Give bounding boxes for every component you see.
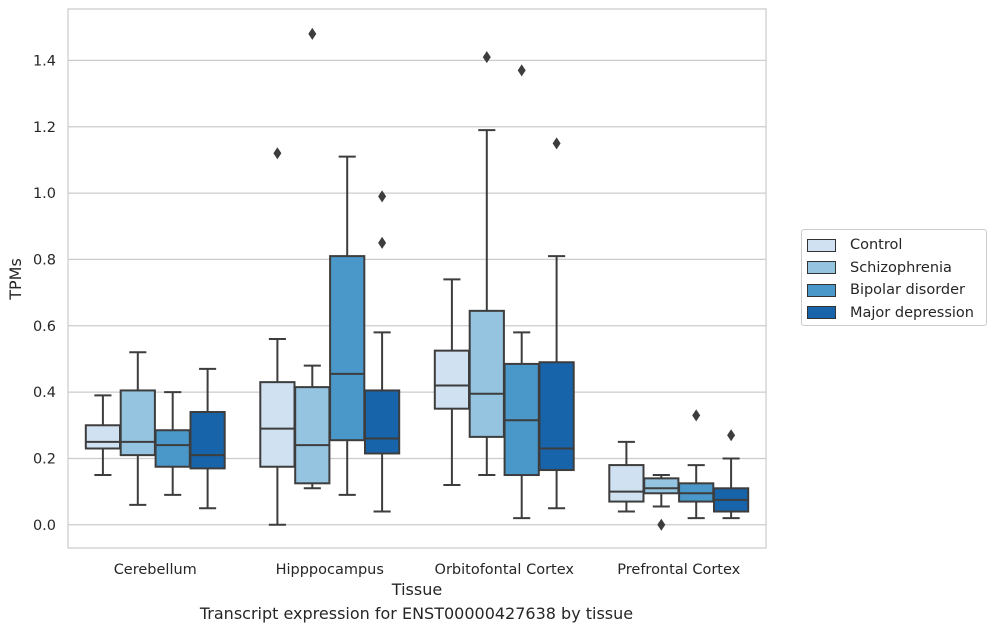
y-tick-label: 1.0: [33, 186, 56, 202]
legend-swatch: [807, 238, 836, 252]
x-axis-label: Tissue: [391, 580, 442, 599]
legend-label: Major depression: [850, 304, 974, 321]
outlier-point: [273, 147, 282, 160]
box-3-0: [608, 440, 645, 513]
legend-swatch: [807, 261, 836, 275]
box-1-2: [329, 155, 366, 496]
box-body: [119, 389, 156, 457]
box-0-1: [119, 351, 156, 506]
box-0-2: [154, 391, 191, 496]
legend-swatch: [807, 283, 836, 297]
box-body: [294, 386, 331, 485]
box-2-2: [503, 64, 540, 520]
box-1-3: [363, 190, 401, 513]
box-body: [468, 309, 505, 438]
box-body: [538, 361, 575, 472]
legend-label: Bipolar disorder: [850, 282, 965, 299]
box-3-1: [643, 474, 680, 531]
legend: Control Schizophrenia Bipolar disorder Majo…: [801, 229, 987, 326]
box-body: [329, 255, 366, 442]
box-1-1: [294, 27, 331, 490]
outlier-point: [692, 409, 701, 422]
box-body: [608, 464, 645, 503]
y-tick-label: 1.2: [33, 120, 56, 136]
y-tick-label: 0.6: [33, 319, 56, 335]
outlier-point: [727, 429, 736, 442]
box-body: [363, 389, 401, 455]
box-2-1: [468, 51, 505, 477]
box-0-0: [84, 394, 122, 477]
legend-swatch: [807, 306, 836, 320]
y-tick-label: 1.4: [33, 53, 56, 69]
legend-item: Bipolar disorder: [807, 279, 986, 302]
outlier-point: [378, 190, 387, 203]
legend-label: Control: [850, 237, 903, 254]
box-body: [259, 381, 296, 468]
box-2-0: [433, 278, 471, 486]
y-tick-label: 0.8: [33, 252, 56, 268]
y-tick-label: 0.0: [33, 518, 56, 534]
x-axis-ticks: Cerebellum Hipppocampus Orbitofontal Corte…: [114, 562, 741, 578]
box-3-3: [712, 429, 750, 520]
x-tick-label: Orbitofontal Cortex: [435, 562, 575, 578]
outlier-point: [482, 51, 491, 64]
chart-caption: Transcript expression for ENST0000042763…: [199, 604, 634, 623]
y-axis-label: TPMs: [6, 258, 25, 301]
box-body: [433, 349, 471, 410]
box-body: [643, 477, 680, 495]
y-tick-label: 0.2: [33, 451, 56, 467]
outlier-point: [657, 518, 666, 531]
plot-frame: [67, 8, 767, 549]
outlier-point: [552, 137, 561, 150]
legend-item: Major depression: [807, 302, 986, 325]
x-tick-label: Prefrontal Cortex: [617, 562, 740, 578]
box-body: [189, 411, 226, 470]
box-0-3: [189, 367, 226, 510]
box-2-3: [538, 137, 575, 510]
y-tick-label: 0.4: [33, 385, 56, 401]
box-3-2: [678, 409, 715, 520]
x-tick-label: Hipppocampus: [276, 562, 384, 578]
outlier-point: [378, 236, 387, 249]
outlier-point: [308, 27, 317, 40]
box-marks: [84, 27, 750, 531]
outlier-point: [517, 64, 526, 77]
box-1-0: [259, 147, 296, 526]
legend-label: Schizophrenia: [850, 259, 952, 276]
box-body: [154, 429, 191, 468]
x-tick-label: Cerebellum: [114, 562, 197, 578]
box-body: [84, 424, 122, 450]
y-axis-ticks: 0.0 0.2 0.4 0.6 0.8 1.0 1.2 1.4: [33, 53, 56, 533]
legend-item: Control: [807, 234, 986, 257]
legend-item: Schizophrenia: [807, 257, 986, 280]
